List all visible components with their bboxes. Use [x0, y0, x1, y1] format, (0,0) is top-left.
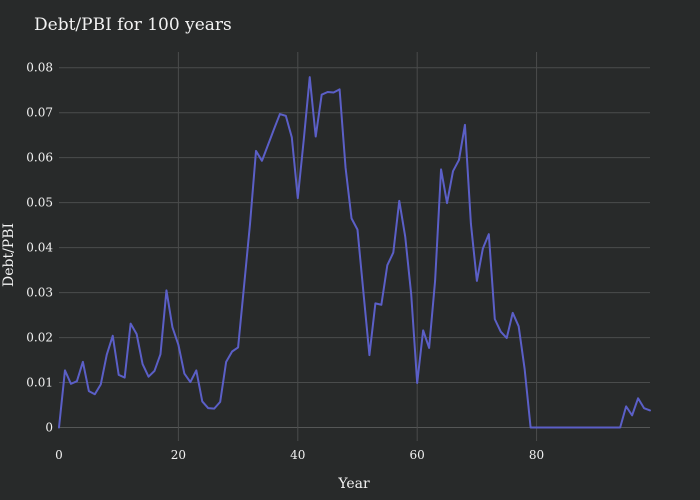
y-tick-label: 0.03 — [26, 286, 53, 300]
x-tick-label: 0 — [55, 448, 63, 462]
y-tick-label: 0.08 — [26, 61, 53, 75]
y-tick-label: 0.06 — [26, 151, 53, 165]
x-tick-label: 40 — [290, 448, 305, 462]
x-axis-title: Year — [337, 476, 370, 492]
chart-title: Debt/PBI for 100 years — [34, 15, 232, 35]
y-tick-label: 0.07 — [26, 106, 53, 120]
x-tick-label: 80 — [529, 448, 544, 462]
x-tick-label: 60 — [410, 448, 425, 462]
y-tick-label: 0.02 — [26, 331, 53, 345]
grid-layer — [59, 52, 650, 441]
y-tick-label: 0.04 — [26, 241, 53, 255]
y-tick-label: 0 — [45, 421, 53, 435]
series-line — [58, 76, 651, 429]
x-axis-ticks: 0 20 40 60 80 — [55, 448, 544, 462]
y-tick-label: 0.05 — [26, 196, 53, 210]
y-axis-title: Debt/PBI — [1, 223, 17, 287]
x-tick-label: 20 — [171, 448, 186, 462]
y-axis-ticks: 0 0.01 0.02 0.03 0.04 0.05 0.06 0.07 0.08 — [26, 61, 53, 435]
series-layer — [58, 76, 651, 429]
y-tick-label: 0.01 — [26, 376, 53, 390]
